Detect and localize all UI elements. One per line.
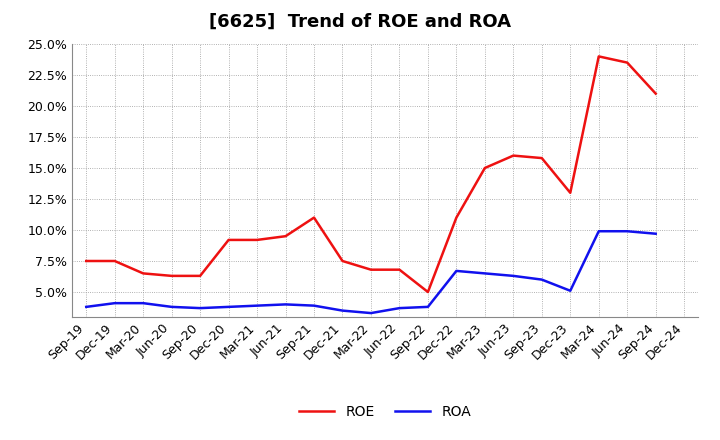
ROE <box>595 54 603 59</box>
ROA <box>537 277 546 282</box>
Legend: ROE, ROA: ROE, ROA <box>294 400 477 425</box>
ROA <box>139 301 148 306</box>
ROE <box>423 290 432 295</box>
ROE <box>452 215 461 220</box>
ROA <box>310 303 318 308</box>
ROE <box>395 267 404 272</box>
ROE <box>338 258 347 264</box>
ROA <box>167 304 176 309</box>
ROE <box>366 267 375 272</box>
ROE <box>253 237 261 242</box>
ROE <box>167 273 176 279</box>
Text: [6625]  Trend of ROE and ROA: [6625] Trend of ROE and ROA <box>209 13 511 31</box>
ROA <box>566 288 575 293</box>
ROE <box>509 153 518 158</box>
ROE <box>225 237 233 242</box>
ROE <box>537 155 546 161</box>
ROA <box>423 304 432 309</box>
ROE <box>566 190 575 195</box>
ROE <box>282 234 290 239</box>
ROA <box>110 301 119 306</box>
ROA <box>196 305 204 311</box>
ROA <box>253 303 261 308</box>
ROE <box>652 91 660 96</box>
ROE <box>196 273 204 279</box>
ROA <box>595 229 603 234</box>
ROE <box>310 215 318 220</box>
ROA <box>652 231 660 236</box>
ROA <box>509 273 518 279</box>
ROA <box>282 302 290 307</box>
ROE <box>110 258 119 264</box>
ROA <box>366 311 375 316</box>
ROA <box>623 229 631 234</box>
ROA <box>452 268 461 274</box>
ROA <box>225 304 233 309</box>
ROA <box>338 308 347 313</box>
ROA <box>480 271 489 276</box>
ROE <box>82 258 91 264</box>
ROE <box>623 60 631 65</box>
Line: ROA: ROA <box>86 231 656 313</box>
ROE <box>480 165 489 171</box>
ROE <box>139 271 148 276</box>
Line: ROE: ROE <box>86 56 656 292</box>
ROA <box>82 304 91 309</box>
ROA <box>395 305 404 311</box>
